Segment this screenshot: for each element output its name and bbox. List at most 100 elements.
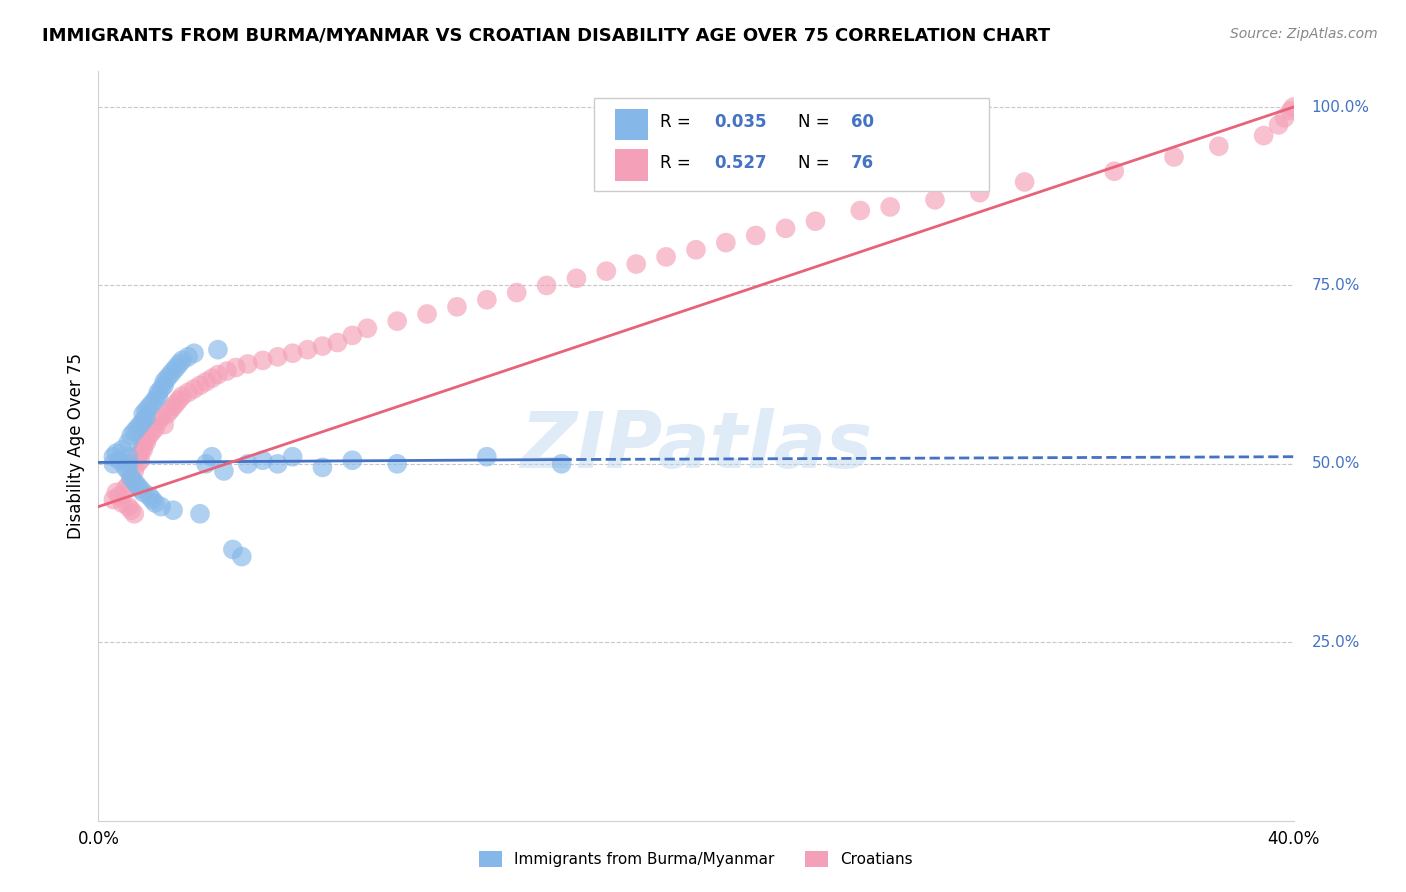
FancyBboxPatch shape <box>614 149 648 180</box>
Point <box>156 407 179 421</box>
Point <box>129 417 152 432</box>
Point <box>143 392 166 407</box>
Point <box>1253 128 1275 143</box>
Point <box>120 471 142 485</box>
Point <box>135 410 157 425</box>
Point <box>132 414 155 428</box>
Point <box>138 489 160 503</box>
Y-axis label: Disability Age Over 75: Disability Age Over 75 <box>66 353 84 539</box>
Point <box>135 403 157 417</box>
Point <box>117 500 139 514</box>
Point <box>565 271 588 285</box>
Point <box>267 350 290 364</box>
Point <box>132 439 155 453</box>
Text: IMMIGRANTS FROM BURMA/MYANMAR VS CROATIAN DISABILITY AGE OVER 75 CORRELATION CHA: IMMIGRANTS FROM BURMA/MYANMAR VS CROATIA… <box>42 27 1050 45</box>
Point <box>127 450 149 464</box>
Text: 75.0%: 75.0% <box>1312 278 1360 293</box>
Point <box>297 343 319 357</box>
Point <box>127 457 149 471</box>
Point <box>212 464 235 478</box>
Point <box>153 378 176 392</box>
Point <box>148 414 170 428</box>
Text: 76: 76 <box>852 154 875 172</box>
Point <box>252 353 274 368</box>
Text: 60: 60 <box>852 113 875 131</box>
Point <box>108 489 131 503</box>
Point <box>231 549 253 564</box>
Point <box>172 389 194 403</box>
Point <box>108 453 131 467</box>
Point <box>129 453 152 467</box>
Point <box>1282 100 1305 114</box>
Point <box>745 228 768 243</box>
Point <box>342 453 364 467</box>
Point <box>150 410 173 425</box>
FancyBboxPatch shape <box>595 97 988 191</box>
Point <box>188 378 211 392</box>
Text: ZIPatlas: ZIPatlas <box>520 408 872 484</box>
Point <box>281 450 304 464</box>
Point <box>1014 175 1036 189</box>
Point <box>120 471 142 485</box>
Text: R =: R = <box>661 154 696 172</box>
Legend: Immigrants from Burma/Myanmar, Croatians: Immigrants from Burma/Myanmar, Croatians <box>472 845 920 873</box>
Point <box>141 492 163 507</box>
Point <box>162 503 184 517</box>
Point <box>111 442 134 457</box>
Point <box>1267 118 1289 132</box>
Point <box>141 396 163 410</box>
Point <box>924 193 946 207</box>
Point <box>222 542 245 557</box>
Text: 0.527: 0.527 <box>714 154 766 172</box>
Point <box>655 250 678 264</box>
Point <box>105 446 128 460</box>
Point <box>159 403 181 417</box>
Point <box>162 364 184 378</box>
Text: Source: ZipAtlas.com: Source: ZipAtlas.com <box>1230 27 1378 41</box>
Point <box>127 478 149 492</box>
Point <box>117 457 139 471</box>
Point <box>446 300 468 314</box>
Point <box>120 503 142 517</box>
Point <box>626 257 648 271</box>
Point <box>195 375 218 389</box>
Point <box>207 368 229 382</box>
Point <box>167 392 190 407</box>
Point <box>143 496 166 510</box>
Point <box>849 203 872 218</box>
Point <box>177 350 200 364</box>
Point <box>132 442 155 457</box>
Point <box>685 243 707 257</box>
Point <box>201 371 224 385</box>
Point <box>105 485 128 500</box>
Point <box>267 457 290 471</box>
Point <box>1274 111 1296 125</box>
Point <box>132 485 155 500</box>
Point <box>252 453 274 467</box>
Point <box>129 482 152 496</box>
Point <box>1104 164 1126 178</box>
Point <box>311 339 333 353</box>
Point <box>236 457 259 471</box>
Point <box>117 435 139 450</box>
Point <box>385 457 409 471</box>
Point <box>138 400 160 414</box>
Point <box>148 389 170 403</box>
Point <box>1208 139 1230 153</box>
Point <box>536 278 558 293</box>
Point <box>138 428 160 442</box>
Point <box>162 400 184 414</box>
Point <box>475 293 498 307</box>
Text: N =: N = <box>797 154 834 172</box>
Point <box>129 446 152 460</box>
Point <box>195 457 218 471</box>
Point <box>475 450 498 464</box>
Point <box>156 371 179 385</box>
Text: 25.0%: 25.0% <box>1312 635 1360 649</box>
Text: 50.0%: 50.0% <box>1312 457 1360 471</box>
Point <box>135 435 157 450</box>
Point <box>148 385 170 400</box>
Point <box>117 450 139 464</box>
Point <box>172 353 194 368</box>
Point <box>165 360 187 375</box>
